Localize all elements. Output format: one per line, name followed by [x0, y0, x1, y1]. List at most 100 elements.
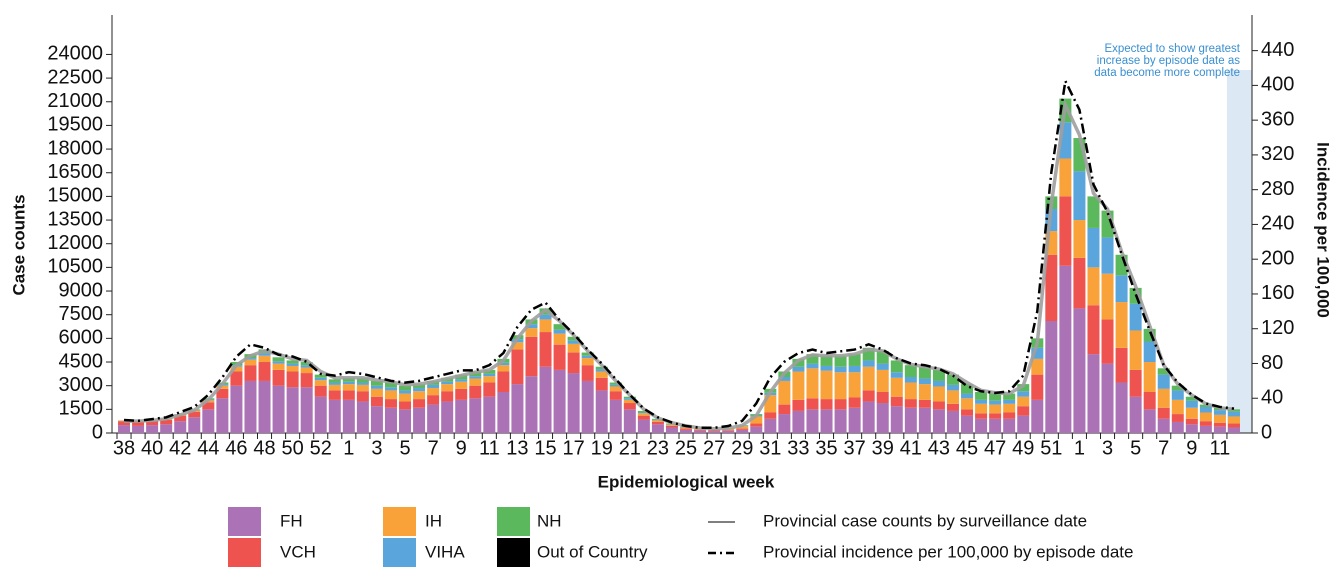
bar-segment: [427, 405, 439, 433]
legend-label: Provincial incidence per 100,000 by epis…: [763, 542, 1133, 561]
bar-segment: [582, 358, 594, 365]
bar-segment: [329, 400, 341, 433]
bar-segment: [315, 397, 327, 433]
bar-segment: [1031, 375, 1043, 400]
bar-segment: [357, 391, 369, 401]
bar-segment: [315, 378, 327, 380]
bar-segment: [905, 377, 917, 383]
bar-segment: [385, 399, 397, 408]
x-tick-label: 21: [619, 437, 641, 459]
bar-segment: [1116, 302, 1128, 348]
bar-segment: [1172, 400, 1184, 414]
bar-segment: [863, 367, 875, 391]
bar-segment: [259, 381, 271, 433]
bar-segment: [497, 371, 509, 392]
y-tick-label: 12000: [47, 232, 103, 254]
bar-segment: [1102, 237, 1114, 273]
bar-segment: [1017, 397, 1029, 406]
bar-segment: [427, 395, 439, 404]
legend-label: VCH: [280, 542, 316, 561]
bar-segment: [287, 364, 299, 366]
bar-segment: [497, 392, 509, 433]
bar-segment: [287, 387, 299, 433]
bar-segment: [764, 412, 776, 418]
bar-segment: [792, 371, 804, 399]
bar-segment: [1228, 424, 1240, 428]
bar-segment: [132, 426, 144, 433]
y-tick-label: 21000: [47, 90, 103, 112]
bar-segment: [399, 409, 411, 433]
bar-segment: [947, 404, 959, 411]
x-tick-label: 17: [563, 437, 585, 459]
bar-segment: [806, 364, 818, 369]
bar-segment: [357, 383, 369, 385]
bar-segment: [455, 379, 467, 381]
bar-segment: [1087, 354, 1099, 433]
bar-segment: [525, 337, 537, 376]
legend-label: VIHA: [425, 542, 465, 561]
bar-segment: [1017, 416, 1029, 433]
bar-segment: [259, 356, 271, 362]
bar-segment: [736, 430, 748, 433]
bar-segment: [441, 401, 453, 433]
bar-segment: [273, 361, 285, 363]
bar-segment: [287, 371, 299, 387]
bar-segment: [1186, 401, 1198, 408]
bar-segment: [1228, 412, 1240, 417]
bar-segment: [1102, 319, 1114, 363]
bar-segment: [371, 406, 383, 433]
bar-segment: [666, 427, 678, 433]
bar-segment: [1200, 412, 1212, 421]
bar-segment: [792, 400, 804, 411]
bar-segment: [441, 384, 453, 391]
bar-segment: [1214, 410, 1226, 415]
bar-segment: [315, 380, 327, 386]
legend-label: NH: [537, 511, 562, 530]
bar-segment: [259, 362, 271, 381]
annotation: increase by episode date as: [1097, 55, 1240, 67]
bar-segment: [821, 366, 833, 371]
bar-segment: [919, 384, 931, 400]
bar-segment: [469, 398, 481, 433]
bar-segment: [806, 398, 818, 409]
bar-segment: [1130, 330, 1142, 369]
bar-segment: [343, 400, 355, 433]
bar-segment: [427, 388, 439, 395]
x-tick-label: 11: [1210, 437, 1231, 459]
bar-segment: [905, 383, 917, 400]
y2-tick-label: 0: [1261, 421, 1272, 443]
bar-segment: [202, 409, 214, 433]
bar-segment: [919, 408, 931, 433]
bar-segment: [1059, 159, 1071, 197]
bar-segment: [821, 409, 833, 433]
y2-axis-title: Incidence per 100,000: [1314, 142, 1333, 318]
bar-segment: [329, 383, 341, 385]
bar-segment: [1172, 414, 1184, 422]
bar-segment: [483, 374, 495, 376]
x-tick-label: 1: [343, 437, 354, 459]
bar-segment: [1031, 400, 1043, 433]
bar-segment: [483, 376, 495, 382]
bar-segment: [652, 424, 664, 433]
bar-segment: [329, 385, 341, 391]
bar-segment: [666, 426, 678, 428]
y-tick-label: 10500: [47, 256, 103, 278]
bar-segment: [736, 429, 748, 430]
bar-segment: [835, 367, 847, 373]
bar-segment: [497, 365, 509, 371]
bar-segment: [244, 381, 256, 433]
bar-segment: [1186, 424, 1198, 433]
y-tick-label: 15000: [47, 185, 103, 207]
y2-tick-label: 400: [1261, 74, 1294, 96]
bar-segment: [638, 416, 650, 420]
bar-segment: [652, 422, 664, 424]
bar-segment: [933, 386, 945, 401]
bar-segment: [357, 401, 369, 433]
bar-segment: [469, 379, 481, 386]
bar-segment: [877, 364, 889, 370]
bar-segment: [525, 376, 537, 433]
bar-segment: [975, 400, 987, 404]
bar-segment: [680, 429, 692, 430]
x-tick-label: 45: [956, 437, 978, 459]
bar-segment: [1116, 348, 1128, 383]
